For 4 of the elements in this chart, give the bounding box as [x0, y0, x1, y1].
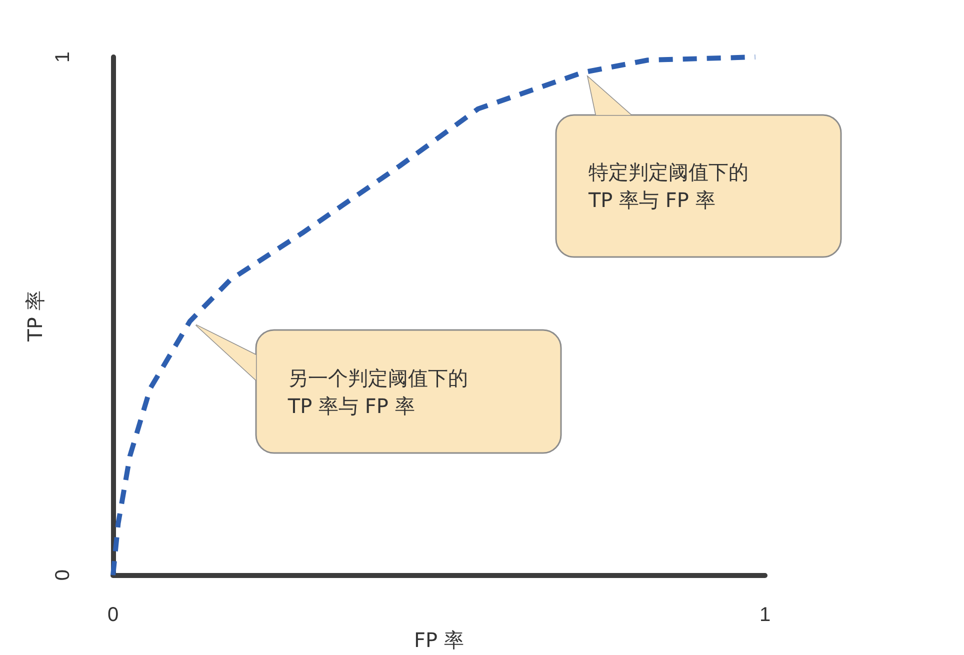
- annotation: 特定判定阈值下的 TP 率与 FP 率: [556, 114, 842, 257]
- y-axis-title: TP 率: [23, 290, 48, 342]
- x-axis-title: FP 率: [414, 628, 464, 652]
- annotation: 另一个判定阈值下的 TP 率与 FP 率: [256, 330, 561, 454]
